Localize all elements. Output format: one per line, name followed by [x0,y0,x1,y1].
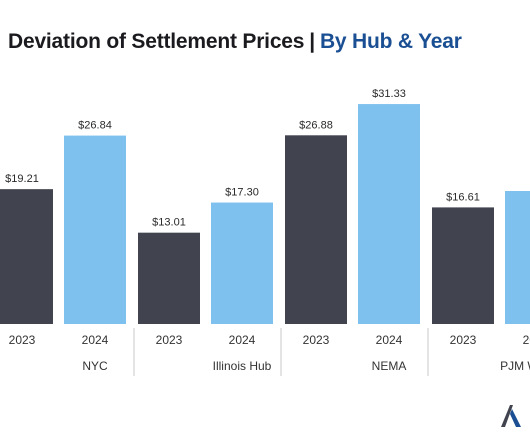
year-tick-label-2023-3: 2023 [450,333,477,347]
bar-2023-1 [138,232,200,324]
bars-layer: $19.21 $26.84 $13.01 $17.30 $26.88 $31.33 $16.… [0,88,530,324]
chart-title-separator: | [309,30,315,53]
logo-right-stroke [510,409,521,427]
year-tick-label-2024-1: 2024 [229,333,256,347]
bar-value-label-2023-2: $26.88 [299,119,333,131]
bar-2024-1 [211,202,273,324]
hub-tick-label-0: NYC [82,359,108,373]
mountain-a-logo-icon [501,405,521,427]
bar-value-label-2024-1: $17.30 [225,187,259,199]
bar-2023-2 [285,135,347,324]
bar-value-label-2023-3: $16.61 [446,191,480,203]
year-tick-label-2023-0: 2023 [9,333,36,347]
bar-value-label-2023-1: $13.01 [152,217,186,229]
bar-2023-0 [0,189,53,324]
bar-2024-0 [64,135,126,324]
hub-tick-label-1: Illinois Hub [213,359,272,373]
chart-title-main: Deviation of Settlement Prices [8,30,305,53]
year-tick-label-2024-3: 2024 [523,333,530,347]
bar-value-label-2024-2: $31.33 [372,88,406,100]
x-axis-layer: 2023 2024 NYC 2023 2024 Illinois Hub 2023 2024 N… [9,328,530,376]
hub-tick-label-2: NEMA [372,359,407,373]
year-tick-label-2023-2: 2023 [303,333,330,347]
hub-tick-label-3: PJM Western [500,359,530,373]
logo-left-stroke [501,405,513,427]
year-tick-label-2023-1: 2023 [156,333,183,347]
year-tick-label-2024-2: 2024 [376,333,403,347]
year-tick-label-2024-0: 2024 [82,333,109,347]
bar-value-label-2023-0: $19.21 [5,173,39,185]
chart-title: Deviation of Settlement Prices | By Hub & … [8,30,462,54]
chart-title-subtitle: By Hub & Year [319,30,462,53]
bar-2023-3 [432,207,494,324]
bar-value-label-2024-0: $26.84 [78,120,112,132]
bar-2024-3 [505,191,530,324]
bar-2024-2 [358,104,420,324]
